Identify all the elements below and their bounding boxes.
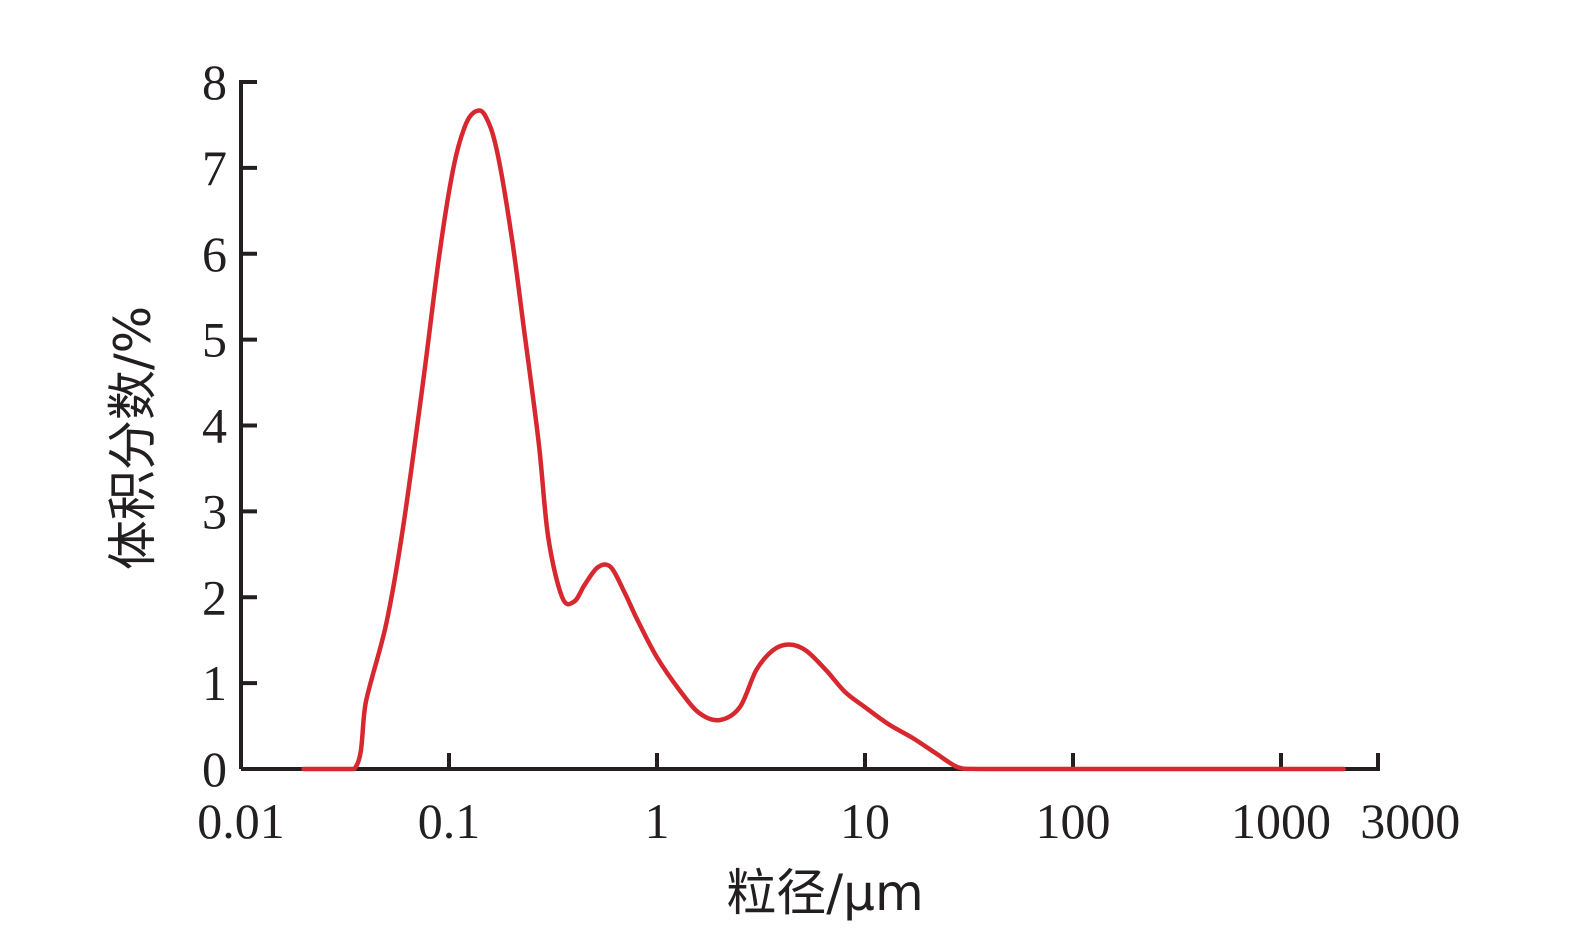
y-tick-label: 1: [202, 655, 227, 711]
y-tick-label: 7: [202, 140, 227, 196]
y-tick-label: 0: [202, 741, 227, 797]
x-tick-label: 0.1: [418, 793, 481, 849]
x-tick-label: 1000: [1231, 793, 1331, 849]
x-axis-title: 粒径/μm: [726, 864, 923, 922]
y-tick-label: 6: [202, 226, 227, 282]
series-line-0: [301, 108, 1346, 772]
y-tick-label: 4: [202, 398, 227, 454]
plot-area: 0 1 2 3 4 5 6 7 8 0.01 0.1 1 10 100 1000 3000: [197, 54, 1460, 849]
y-tick-label: 3: [202, 483, 227, 539]
x-tick-label: 100: [1036, 793, 1111, 849]
x-tick-label: 0.01: [197, 793, 285, 849]
y-axis-ticks: 0 1 2 3 4 5 6 7 8: [202, 54, 257, 797]
x-axis-ticks: 0.01 0.1 1 10 100 1000 3000: [197, 753, 1460, 849]
y-axis-title: 体积分数/%: [104, 306, 162, 570]
y-tick-label: 5: [202, 312, 227, 368]
x-tick-label: 1: [645, 793, 670, 849]
x-tick-label: 3000: [1360, 793, 1460, 849]
x-tick-label: 10: [840, 793, 890, 849]
data-series-group: [301, 108, 1346, 772]
y-tick-label: 2: [202, 569, 227, 625]
y-tick-label: 8: [202, 54, 227, 110]
